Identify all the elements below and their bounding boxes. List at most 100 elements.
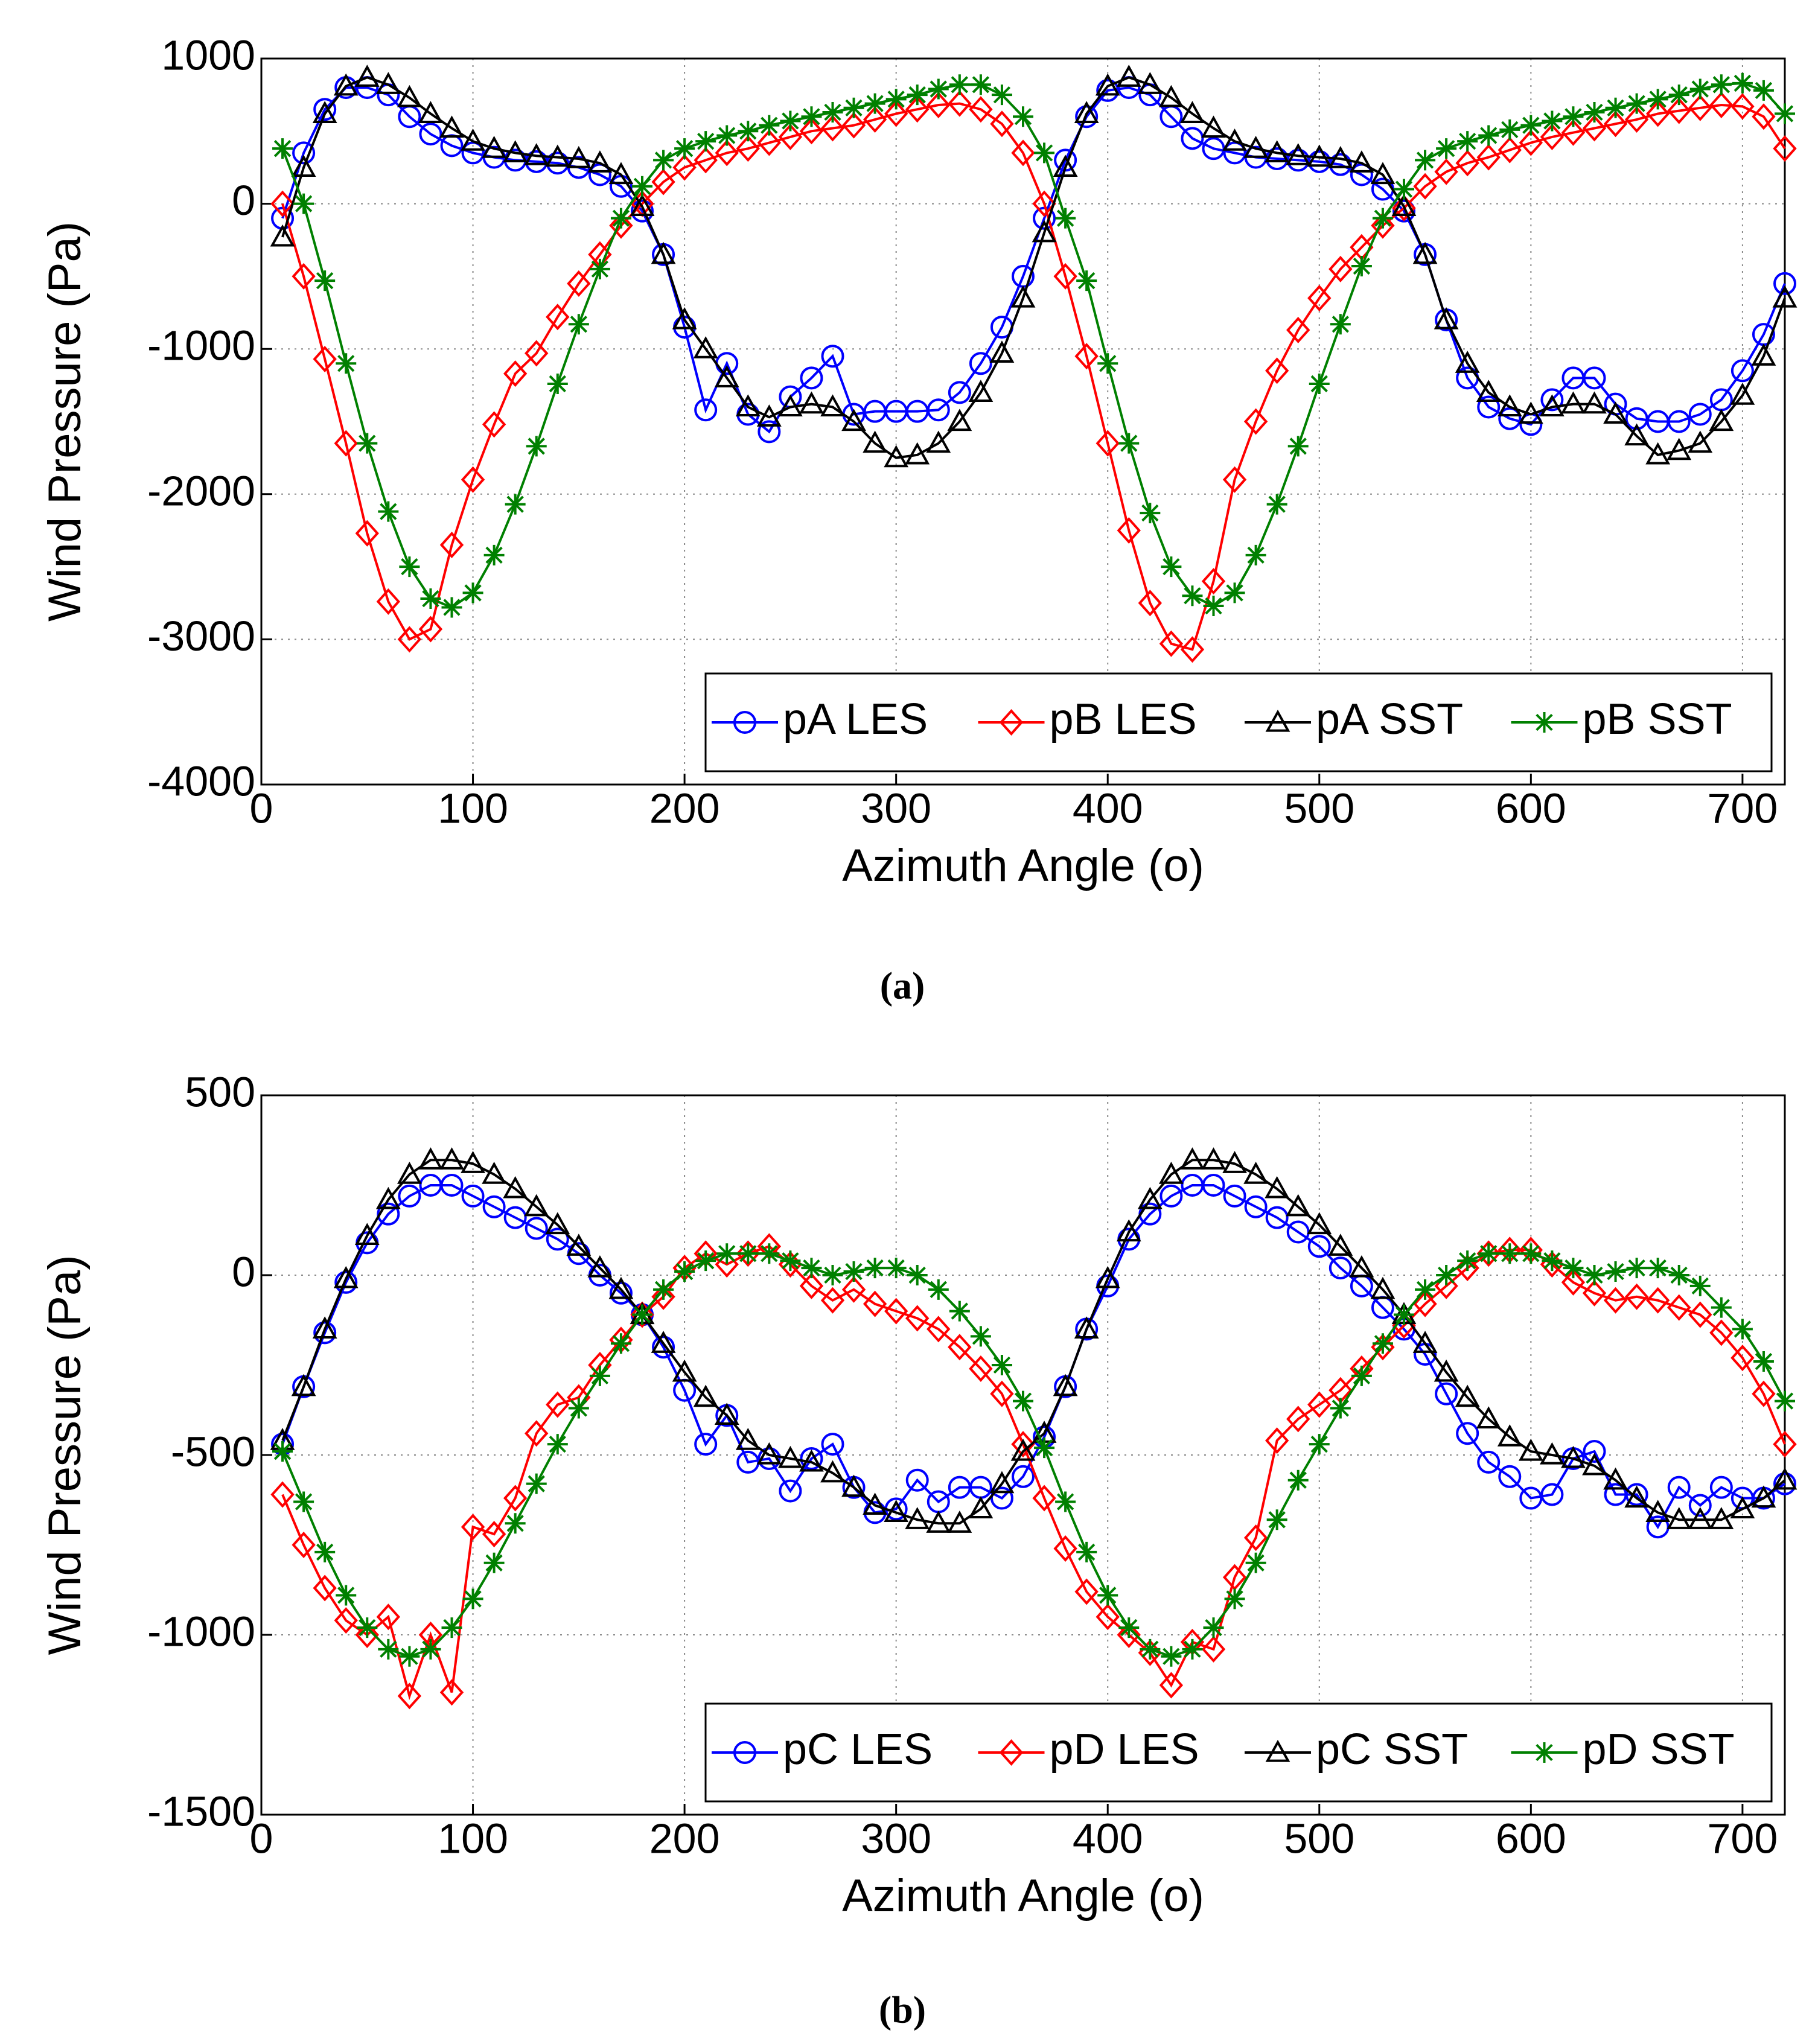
marker — [376, 1603, 401, 1631]
marker — [821, 345, 844, 368]
marker — [759, 115, 780, 136]
marker — [949, 1301, 970, 1322]
marker — [397, 626, 422, 653]
marker — [1161, 556, 1182, 578]
marker — [885, 89, 907, 110]
marker — [1477, 395, 1501, 419]
marker — [1370, 1276, 1396, 1299]
marker — [1095, 1266, 1120, 1288]
marker — [947, 1511, 972, 1533]
marker — [312, 1316, 337, 1339]
marker — [1330, 314, 1351, 335]
marker — [1772, 285, 1797, 308]
marker — [547, 373, 568, 394]
marker — [1478, 125, 1499, 146]
marker — [482, 1195, 506, 1218]
marker — [441, 597, 462, 618]
marker — [674, 1261, 695, 1282]
marker — [293, 193, 314, 214]
marker — [970, 74, 991, 95]
x-tick-label: 400 — [1073, 785, 1143, 832]
marker — [905, 1507, 930, 1529]
caption: (b) — [879, 1988, 926, 2031]
marker — [693, 336, 718, 358]
marker — [694, 1433, 718, 1456]
marker — [1287, 1469, 1309, 1491]
marker — [1582, 391, 1607, 414]
marker — [843, 97, 864, 118]
marker — [1709, 409, 1734, 431]
marker — [1096, 430, 1120, 457]
marker — [738, 121, 759, 142]
x-tick-label: 300 — [861, 1815, 931, 1862]
marker — [399, 556, 420, 578]
marker — [1753, 1351, 1774, 1372]
marker — [439, 1679, 464, 1706]
marker — [1542, 110, 1563, 132]
marker — [420, 1638, 441, 1660]
marker — [1243, 1524, 1268, 1552]
marker — [1689, 78, 1711, 100]
marker — [1498, 1465, 1522, 1488]
marker — [1307, 1235, 1331, 1258]
marker — [1772, 1467, 1797, 1490]
marker — [969, 352, 992, 375]
marker — [653, 1279, 674, 1300]
x-tick-label: 400 — [1073, 1815, 1143, 1862]
marker — [1159, 1672, 1184, 1699]
marker — [1436, 1265, 1457, 1285]
marker — [1265, 357, 1289, 384]
marker — [1711, 74, 1732, 95]
marker — [990, 110, 1014, 138]
marker — [336, 1585, 357, 1606]
legend-label: pA LES — [783, 695, 928, 743]
marker — [439, 115, 464, 138]
marker — [1457, 131, 1478, 152]
marker — [1392, 194, 1416, 221]
series-line — [281, 76, 1786, 459]
series-line — [281, 102, 1786, 651]
marker — [1730, 1496, 1755, 1518]
marker — [1118, 433, 1140, 454]
marker — [312, 101, 337, 124]
marker — [863, 106, 887, 133]
marker — [928, 1279, 949, 1300]
marker — [990, 1380, 1014, 1407]
marker — [1583, 366, 1606, 390]
marker — [1751, 343, 1776, 366]
marker — [1265, 140, 1290, 162]
marker — [1499, 119, 1520, 140]
y-axis-label: Wind Pressure (Pa) — [39, 221, 91, 622]
marker — [1370, 162, 1396, 185]
marker — [1201, 1635, 1226, 1663]
marker — [1351, 256, 1372, 277]
marker — [313, 1574, 337, 1602]
marker — [397, 1683, 422, 1710]
marker — [1159, 1184, 1183, 1208]
marker — [905, 1305, 930, 1332]
marker — [1222, 129, 1247, 151]
marker — [1539, 1442, 1565, 1465]
marker — [1307, 284, 1332, 311]
marker — [863, 430, 888, 453]
marker — [1730, 1345, 1755, 1372]
marker — [1415, 150, 1436, 171]
marker — [907, 84, 928, 106]
marker — [1159, 630, 1184, 657]
marker — [884, 1297, 908, 1325]
marker — [1667, 1476, 1691, 1499]
marker — [822, 102, 843, 123]
marker — [1498, 407, 1522, 430]
marker — [1010, 285, 1036, 308]
marker — [716, 125, 738, 146]
marker — [1534, 1742, 1555, 1763]
marker — [293, 1491, 314, 1512]
marker — [841, 1276, 866, 1303]
y-tick-label: -2000 — [147, 467, 255, 514]
marker — [1055, 1491, 1076, 1512]
marker — [799, 1272, 824, 1299]
marker — [1709, 1476, 1733, 1499]
marker — [968, 1496, 994, 1518]
marker — [1202, 1174, 1225, 1197]
marker — [1455, 351, 1480, 373]
